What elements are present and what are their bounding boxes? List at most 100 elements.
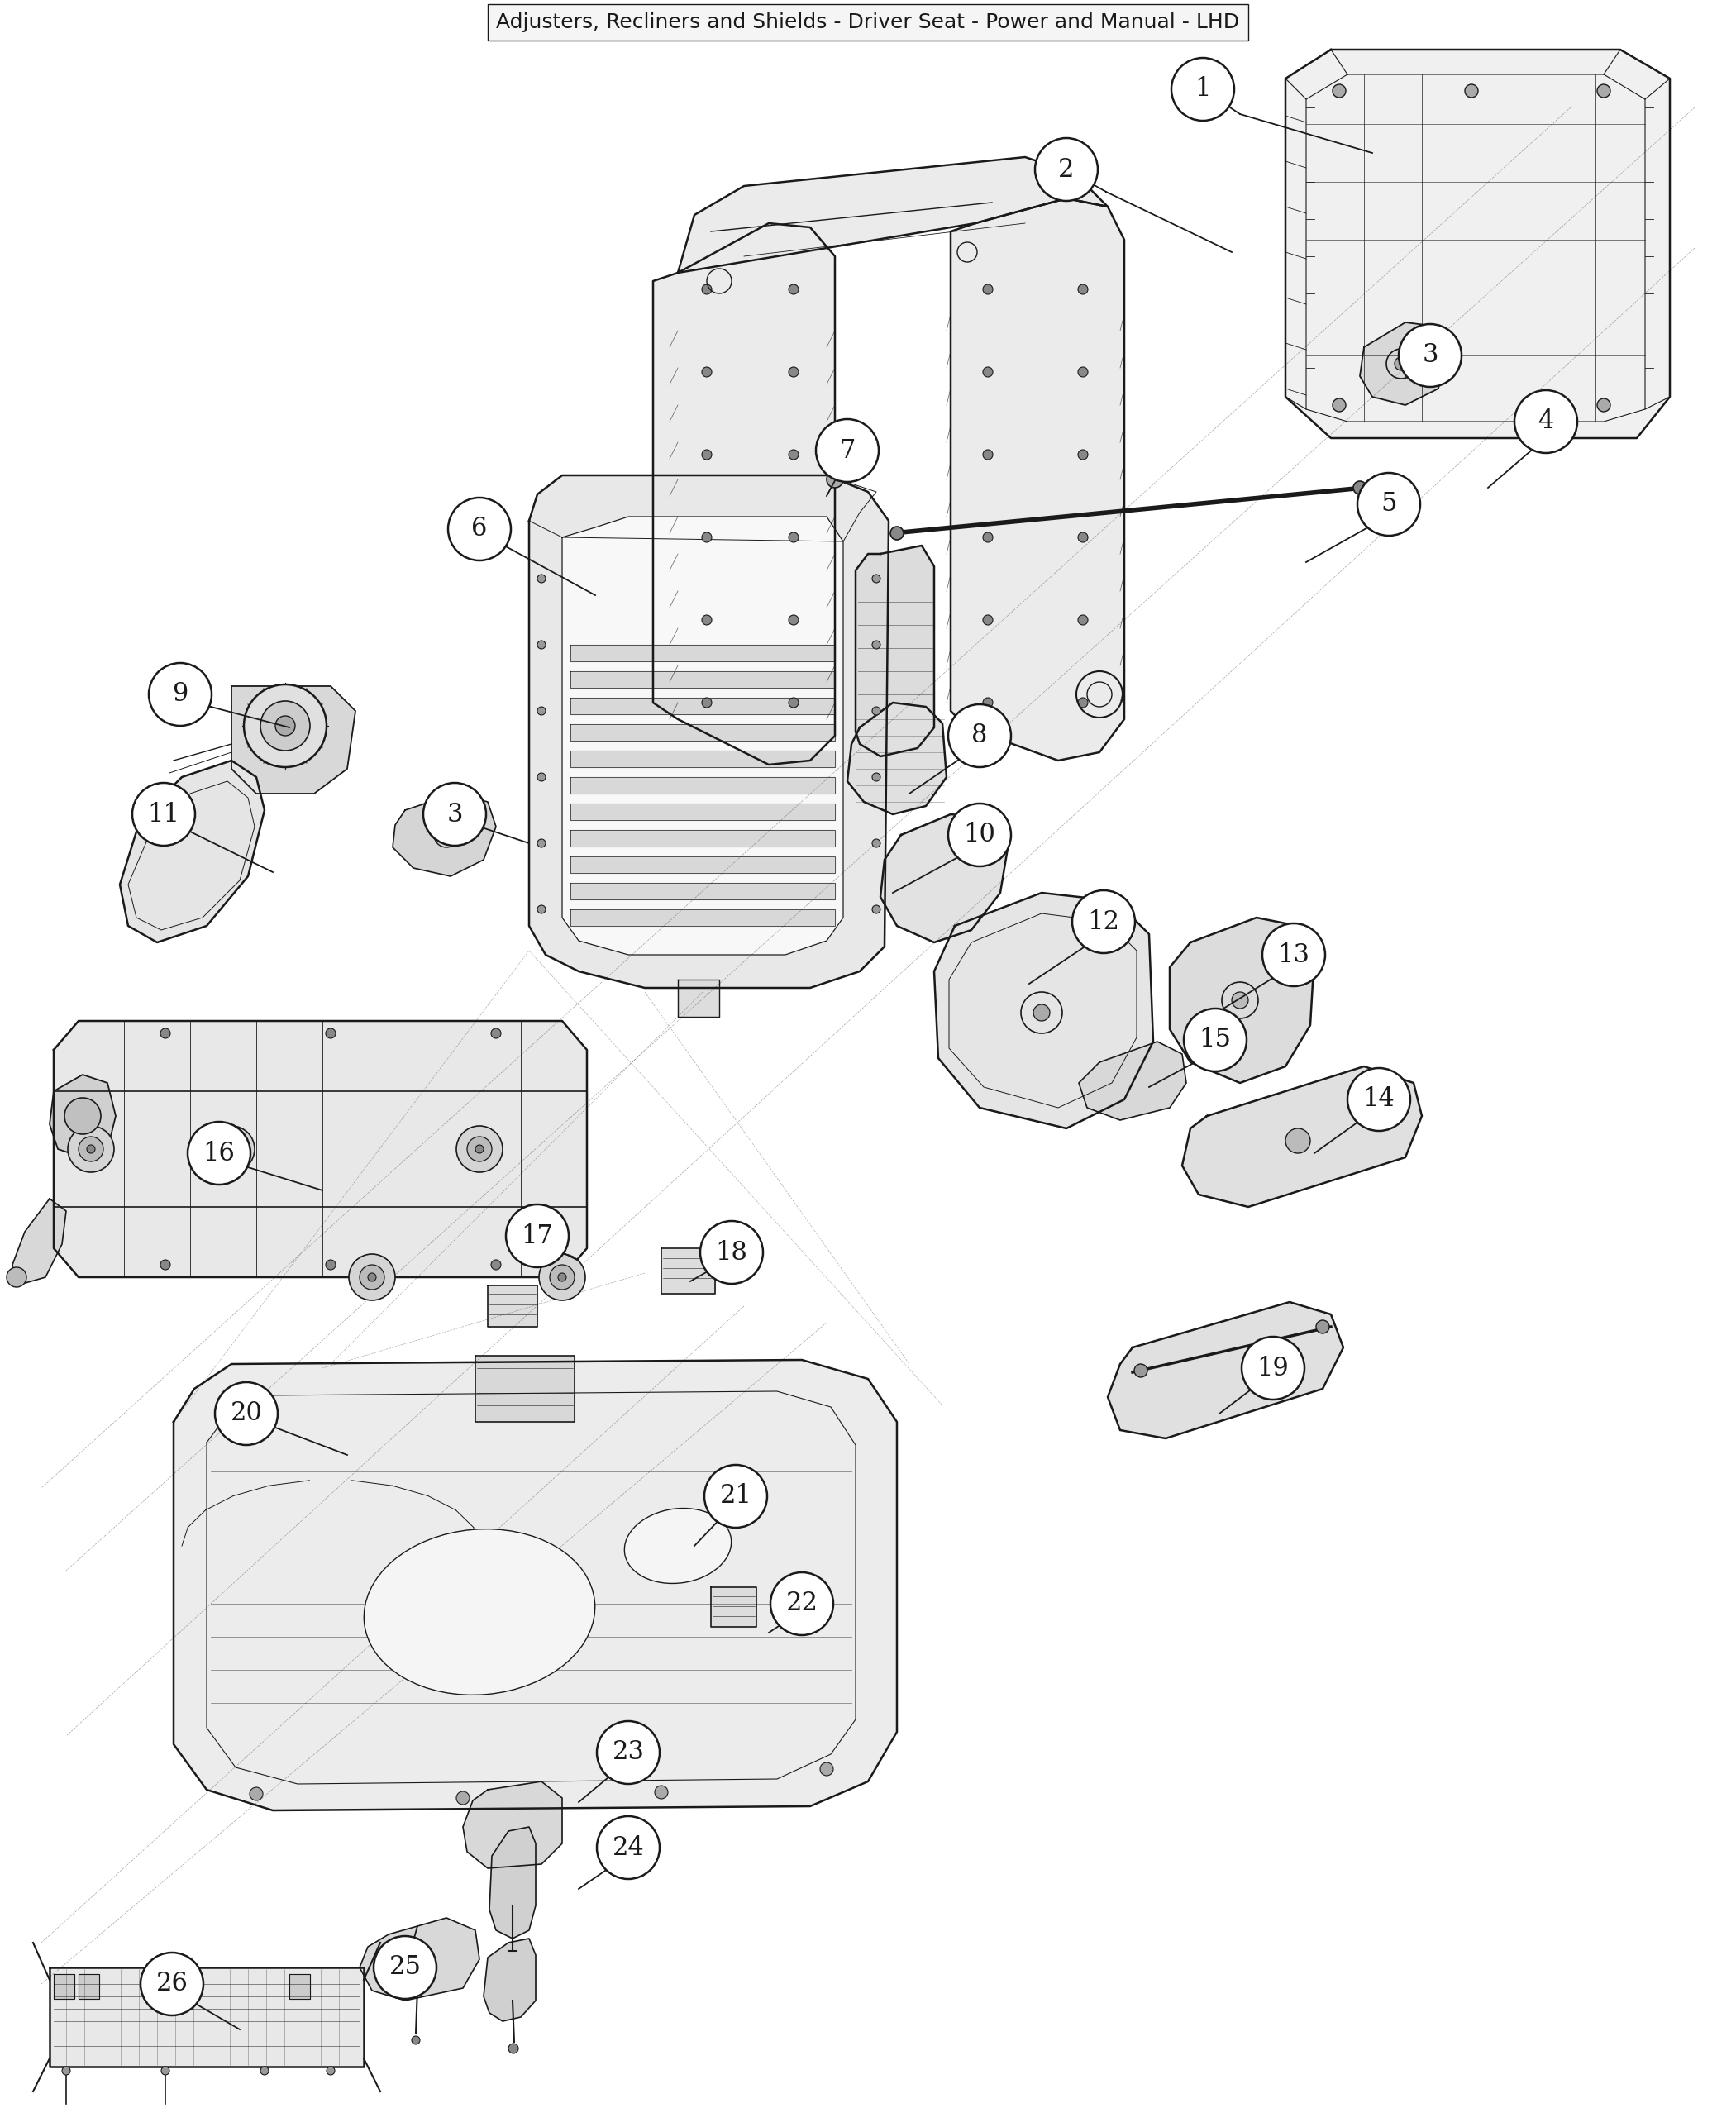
Circle shape [948,704,1010,767]
Polygon shape [847,702,946,814]
Text: 6: 6 [472,516,488,542]
Circle shape [1078,616,1088,624]
Circle shape [250,1788,262,1800]
Ellipse shape [365,1528,595,1695]
Circle shape [276,717,295,736]
Text: 3: 3 [1422,344,1437,369]
Circle shape [1399,325,1462,388]
Text: 7: 7 [838,438,856,464]
Polygon shape [78,1973,99,1998]
Circle shape [1073,890,1135,953]
Text: 23: 23 [613,1739,644,1764]
Circle shape [871,706,880,715]
Circle shape [538,774,545,782]
Polygon shape [120,761,264,942]
Circle shape [788,698,799,708]
Text: 12: 12 [1087,909,1120,934]
Circle shape [208,1126,255,1172]
Circle shape [491,1261,502,1269]
Polygon shape [677,980,719,1016]
Circle shape [983,449,993,460]
Circle shape [467,1136,491,1162]
Circle shape [1078,367,1088,377]
Text: 11: 11 [148,801,181,826]
Circle shape [701,285,712,295]
Circle shape [161,2066,170,2074]
Polygon shape [50,1967,365,2066]
Circle shape [788,449,799,460]
Circle shape [457,1126,503,1172]
Polygon shape [490,1828,536,1939]
Circle shape [1134,1364,1147,1377]
Text: 3: 3 [446,801,464,826]
Text: 18: 18 [715,1240,748,1265]
Text: 19: 19 [1257,1355,1290,1381]
Circle shape [1078,698,1088,708]
Text: 13: 13 [1278,942,1311,968]
Polygon shape [488,1286,538,1326]
Circle shape [1285,1128,1311,1153]
Circle shape [788,616,799,624]
Text: 16: 16 [203,1140,234,1166]
Text: 26: 26 [156,1971,187,1996]
Circle shape [326,1261,335,1269]
Polygon shape [856,546,934,757]
Circle shape [373,1935,436,1998]
Circle shape [1184,1008,1246,1071]
Circle shape [476,1145,484,1153]
Circle shape [141,1952,203,2015]
Circle shape [557,1273,566,1282]
Circle shape [1233,993,1248,1008]
Circle shape [187,1121,250,1185]
Circle shape [701,616,712,624]
Circle shape [132,782,194,845]
Polygon shape [476,1355,575,1423]
Circle shape [411,2036,420,2045]
Circle shape [538,706,545,715]
Text: 14: 14 [1363,1086,1396,1113]
Circle shape [654,1785,668,1798]
Circle shape [1033,1003,1050,1020]
Circle shape [705,1465,767,1528]
Circle shape [871,641,880,649]
Circle shape [1597,398,1611,411]
Text: Adjusters, Recliners and Shields - Driver Seat - Power and Manual - LHD: Adjusters, Recliners and Shields - Drive… [496,13,1240,32]
Circle shape [1078,533,1088,542]
Circle shape [219,1136,243,1162]
Polygon shape [464,1781,562,1868]
Text: 5: 5 [1380,491,1397,516]
Circle shape [983,698,993,708]
Circle shape [160,1261,170,1269]
Circle shape [538,839,545,847]
Text: 10: 10 [963,822,996,847]
Circle shape [457,1792,469,1804]
Text: 1: 1 [1194,76,1212,101]
Polygon shape [571,778,835,793]
Circle shape [1358,472,1420,535]
Circle shape [1078,285,1088,295]
Polygon shape [54,1973,75,1998]
Circle shape [1394,356,1408,371]
Circle shape [538,641,545,649]
Text: 15: 15 [1200,1027,1231,1052]
Text: 8: 8 [972,723,988,748]
Circle shape [78,1136,104,1162]
Circle shape [597,1817,660,1878]
Circle shape [788,533,799,542]
Text: 17: 17 [521,1223,554,1248]
Circle shape [1597,84,1611,97]
Polygon shape [1182,1067,1422,1208]
Circle shape [538,575,545,582]
Polygon shape [880,814,1009,942]
Circle shape [983,285,993,295]
Text: 9: 9 [172,681,187,706]
Circle shape [1035,137,1097,200]
Circle shape [701,449,712,460]
Circle shape [701,698,712,708]
Ellipse shape [625,1509,731,1583]
Circle shape [701,367,712,377]
Text: 4: 4 [1538,409,1554,434]
Circle shape [7,1267,26,1288]
Text: 20: 20 [231,1402,262,1427]
Polygon shape [562,516,844,955]
